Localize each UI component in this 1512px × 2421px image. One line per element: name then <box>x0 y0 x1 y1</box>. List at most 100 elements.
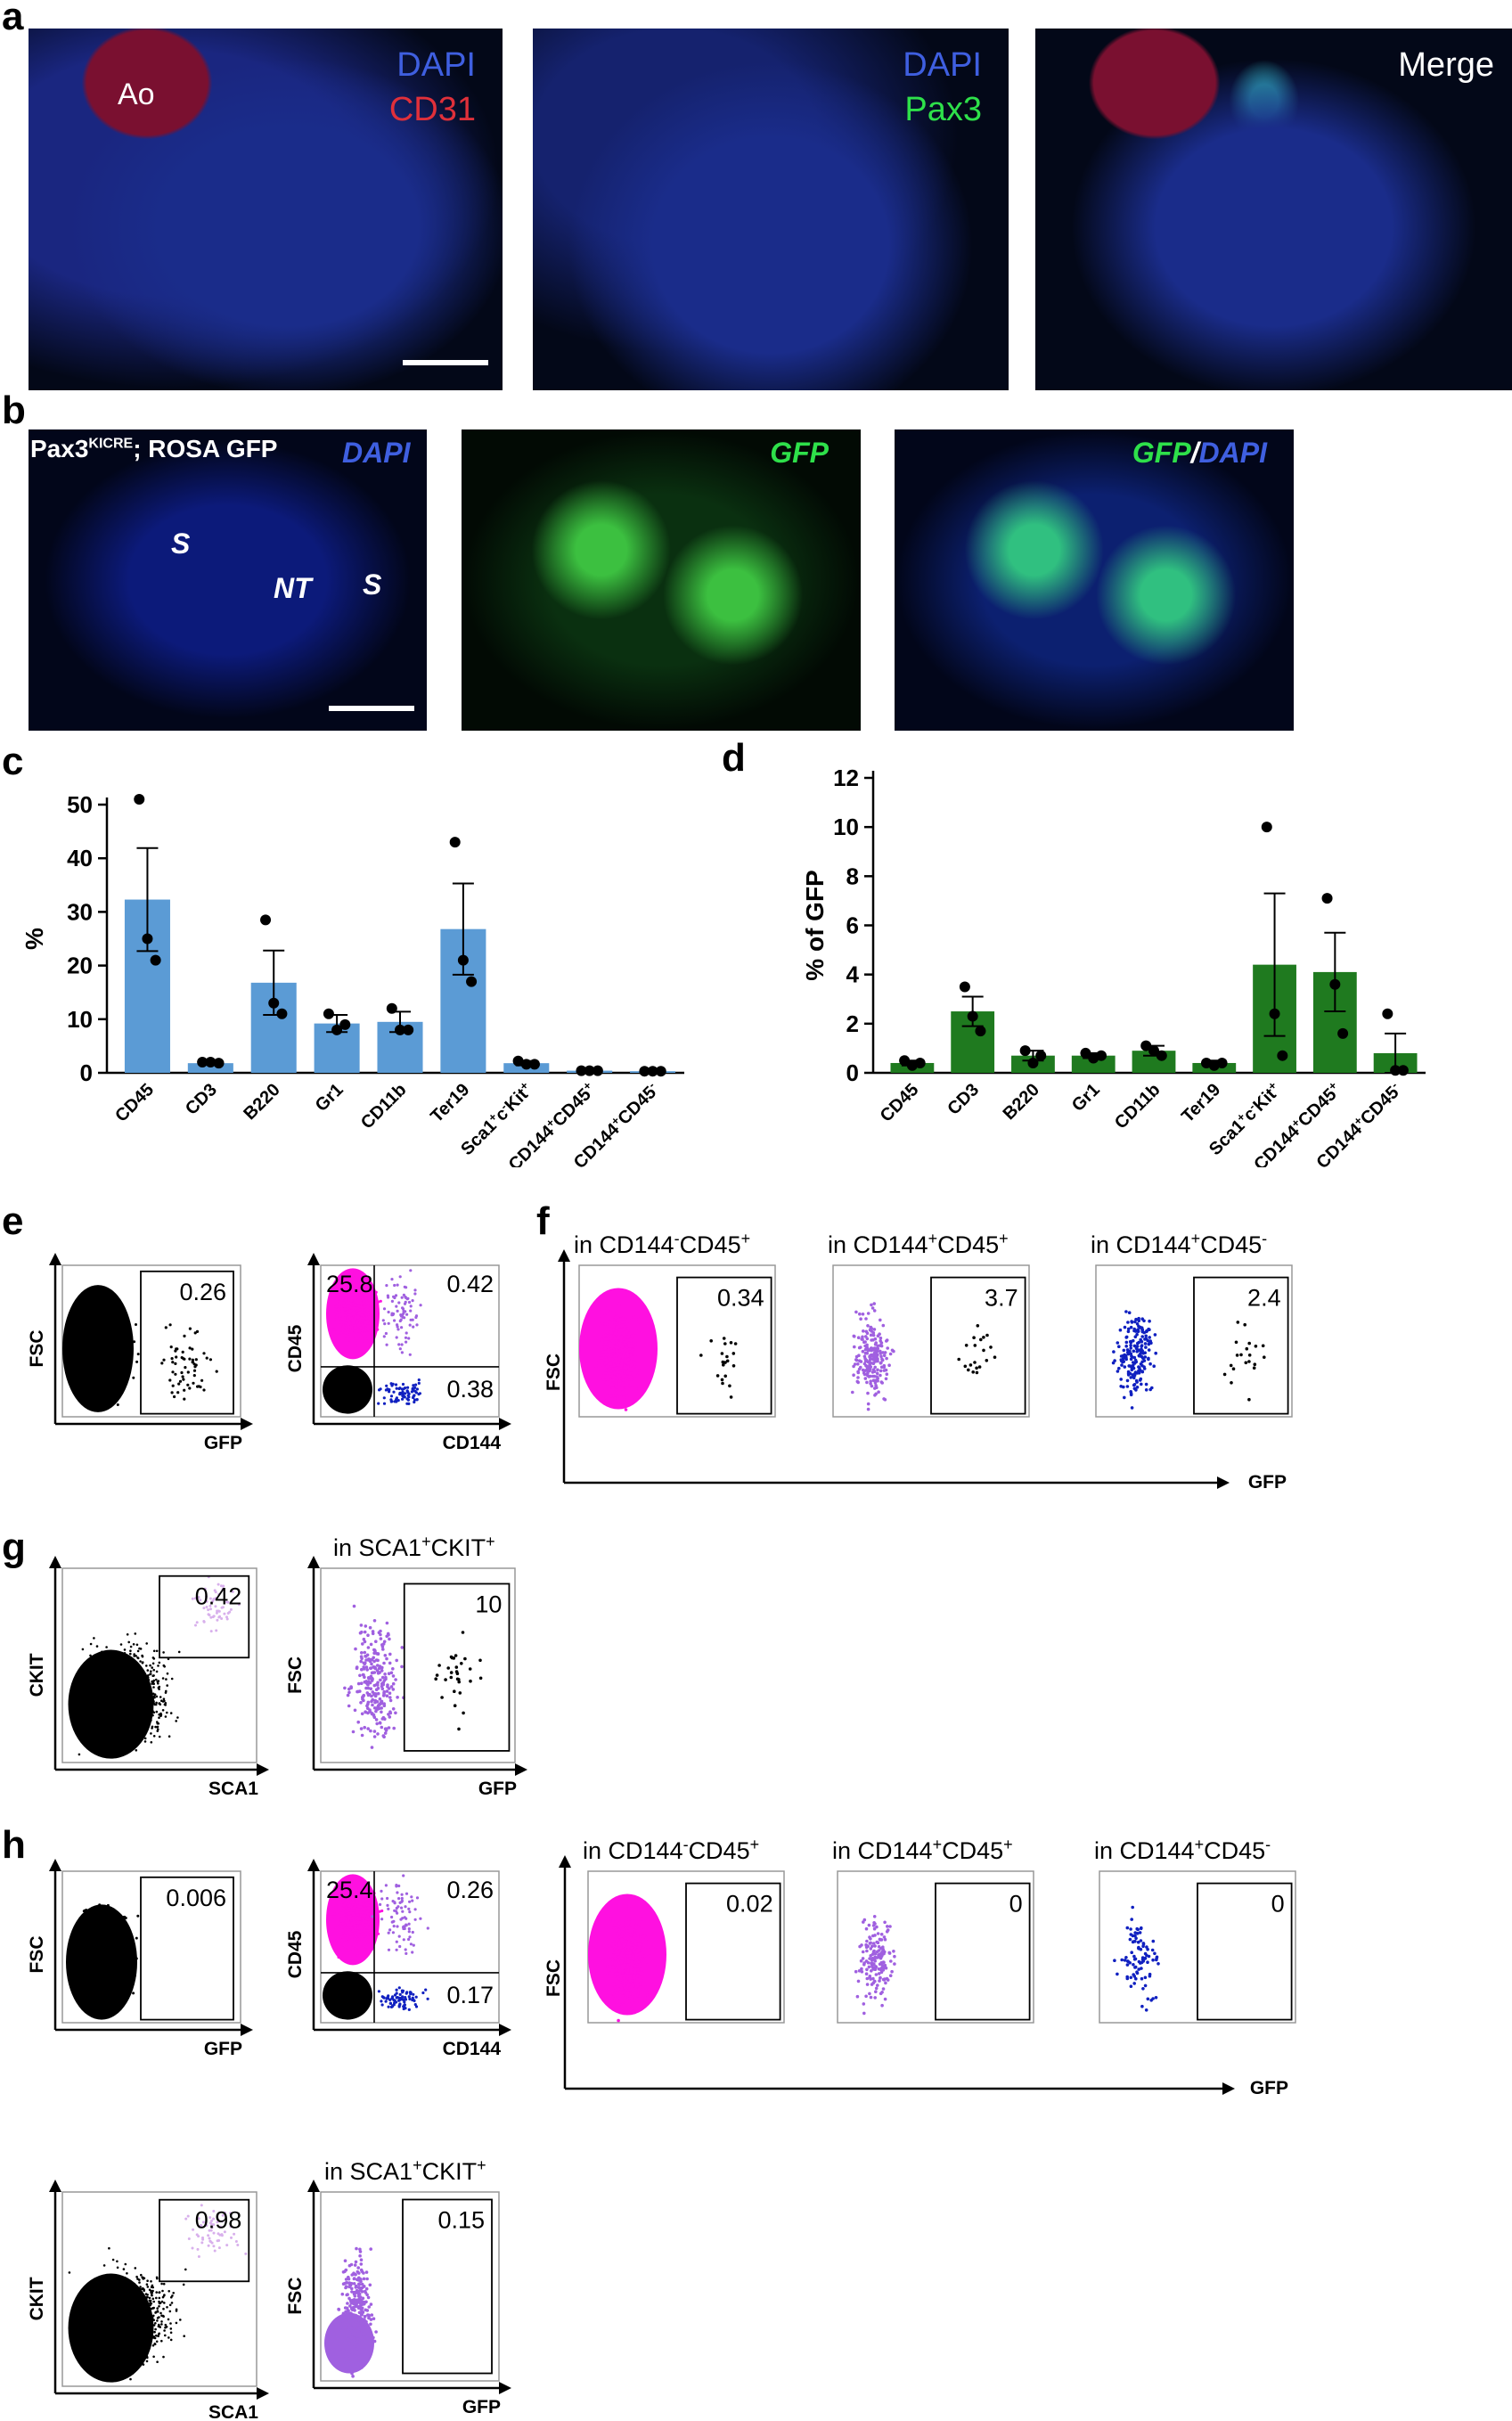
event-dot <box>606 1380 609 1384</box>
event-dot <box>152 1674 155 1677</box>
event-dot <box>401 1307 405 1311</box>
event-dot <box>1140 1382 1143 1386</box>
event-dot <box>115 1303 119 1306</box>
event-dot <box>94 1951 98 1955</box>
event-dot <box>207 1613 210 1616</box>
event-dot <box>393 2001 396 2005</box>
event-dot <box>989 1345 993 1349</box>
event-dot <box>105 1368 109 1371</box>
event-dot <box>975 1366 978 1370</box>
event-dot <box>1261 1344 1265 1348</box>
event-dot <box>105 1951 109 1955</box>
event-dot <box>384 1677 388 1681</box>
event-dot <box>99 1959 102 1961</box>
event-dot <box>352 1604 356 1608</box>
event-dot <box>382 1396 386 1400</box>
event-dot <box>120 1940 124 1943</box>
x-tick-label: Ter19 <box>427 1080 473 1126</box>
event-dot <box>112 1656 116 1658</box>
event-dot <box>200 1378 204 1382</box>
event-dot <box>1230 1381 1233 1385</box>
event-dot <box>361 1914 365 1918</box>
event-dot <box>601 1365 606 1369</box>
event-dot <box>364 1710 367 1714</box>
event-dot <box>120 1663 124 1665</box>
event-dot <box>134 1632 137 1635</box>
event-dot <box>159 1703 162 1706</box>
event-dot <box>387 1310 390 1314</box>
event-dot <box>1137 1354 1141 1358</box>
event-dot <box>102 1948 105 1951</box>
quadrant-value: 25.8 <box>326 1271 373 1297</box>
event-dot <box>93 1702 96 1705</box>
event-dot <box>128 1704 131 1706</box>
event-dot <box>401 1989 405 1992</box>
event-dot <box>873 1365 877 1370</box>
event-dot <box>366 1646 371 1649</box>
event-dot <box>882 1365 887 1370</box>
event-dot <box>105 1706 108 1710</box>
event-dot <box>385 1343 388 1346</box>
event-dot <box>336 1925 339 1928</box>
event-dot <box>412 1325 415 1329</box>
event-dot <box>91 1380 94 1384</box>
event-dot <box>871 1346 875 1351</box>
event-dot <box>1236 1321 1240 1324</box>
event-dot <box>90 1677 93 1680</box>
event-dot <box>863 1369 868 1372</box>
event-dot <box>127 1640 130 1644</box>
event-dot <box>111 1356 115 1360</box>
event-dot <box>611 1328 616 1331</box>
event-dot <box>117 1331 120 1335</box>
event-dot <box>372 1715 377 1720</box>
event-dot <box>1137 1365 1140 1369</box>
event-dot <box>216 1618 219 1622</box>
event-dot <box>147 1715 150 1719</box>
event-dot <box>387 1931 390 1934</box>
event-dot <box>102 1937 105 1941</box>
event-dot <box>869 1354 873 1357</box>
event-dot <box>120 1689 123 1691</box>
event-dot <box>364 1941 367 1944</box>
event-dot <box>111 1354 115 1357</box>
event-dot <box>118 1718 120 1722</box>
x-axis-arrow <box>499 1418 511 1430</box>
event-dot <box>107 1370 110 1373</box>
event-dot <box>372 1648 377 1652</box>
event-dot <box>397 1986 401 1990</box>
event-dot <box>348 1948 352 1951</box>
event-dot <box>192 1369 197 1372</box>
event-dot <box>614 1394 617 1397</box>
event-dot <box>395 1910 398 1913</box>
event-dot <box>107 1677 110 1681</box>
event-dot <box>141 1655 144 1658</box>
event-dot <box>123 1915 127 1918</box>
event-dot <box>1252 1366 1256 1370</box>
event-dot <box>399 1318 403 1321</box>
event-dot <box>409 1305 413 1308</box>
event-dot <box>360 1651 364 1655</box>
event-dot <box>94 1948 97 1951</box>
event-dot <box>86 1677 90 1681</box>
event-dot <box>358 1333 362 1337</box>
event-dot <box>131 1971 135 1975</box>
event-dot <box>99 1924 102 1927</box>
event-dot <box>362 1661 366 1665</box>
event-dot <box>123 1939 127 1943</box>
event-dot <box>440 1696 444 1699</box>
y-axis-label: % <box>20 928 48 950</box>
event-dot <box>347 1943 351 1947</box>
event-dot <box>396 1925 399 1928</box>
event-dot <box>332 1915 336 1918</box>
event-dot <box>92 1335 95 1338</box>
event-dot <box>413 1288 417 1292</box>
event-dot <box>605 1308 609 1313</box>
event-dot <box>105 1967 108 1971</box>
event-dot <box>360 1926 364 1930</box>
event-dot <box>633 1350 637 1354</box>
event-dot <box>1131 1373 1134 1377</box>
event-dot <box>344 1930 347 1934</box>
event-dot <box>355 1346 358 1350</box>
event-dot <box>163 1703 167 1706</box>
event-dot <box>372 1735 377 1738</box>
